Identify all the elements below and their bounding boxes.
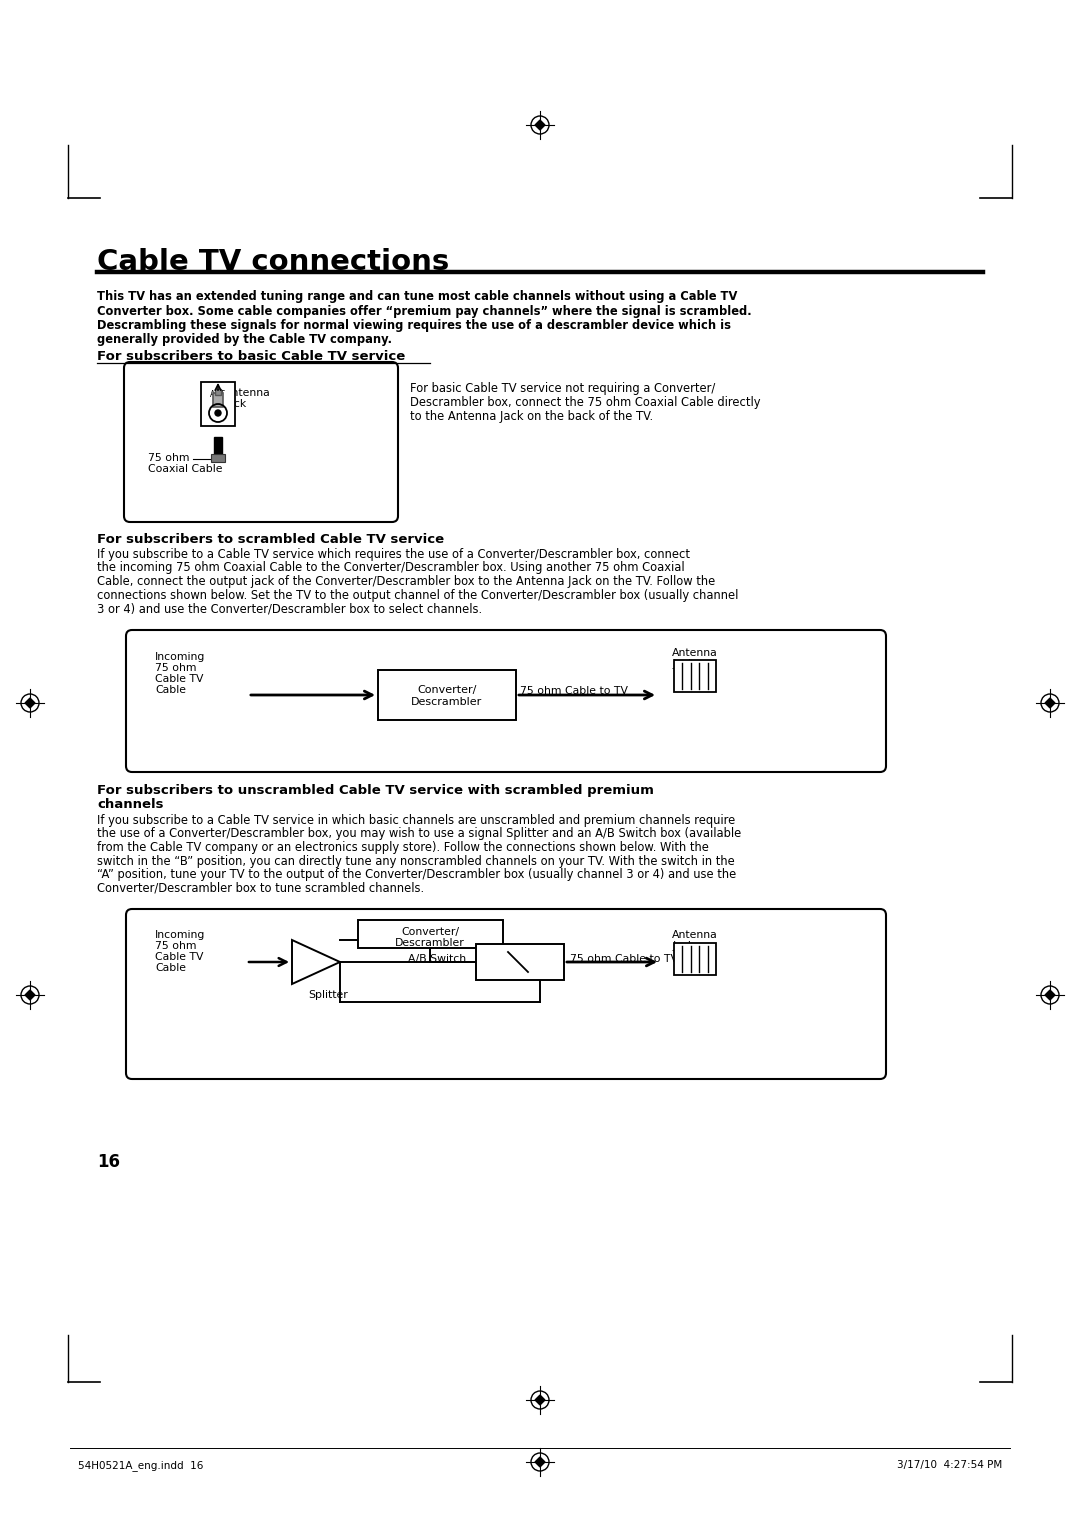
FancyBboxPatch shape (126, 909, 886, 1080)
Bar (674, 944, 716, 976)
Bar (674, 660, 716, 692)
Text: generally provided by the Cable TV company.: generally provided by the Cable TV compa… (97, 333, 392, 347)
Polygon shape (1045, 698, 1055, 709)
Text: 16: 16 (97, 1153, 120, 1171)
Text: the use of a Converter/Descrambler box, you may wish to use a signal Splitter an: the use of a Converter/Descrambler box, … (97, 828, 741, 840)
FancyBboxPatch shape (126, 631, 886, 773)
Text: Incoming: Incoming (156, 652, 205, 663)
Polygon shape (535, 1457, 545, 1467)
Text: 75 ohm: 75 ohm (156, 663, 197, 673)
Text: Incoming: Incoming (156, 930, 205, 941)
Text: 54H0521A_eng.indd  16: 54H0521A_eng.indd 16 (78, 1460, 203, 1471)
Polygon shape (25, 989, 35, 1000)
Text: 3 or 4) and use the Converter/Descrambler box to select channels.: 3 or 4) and use the Converter/Descramble… (97, 602, 482, 615)
Bar (476, 944, 564, 980)
Text: Antenna: Antenna (225, 388, 271, 399)
Text: B: B (536, 954, 544, 967)
Polygon shape (535, 1396, 545, 1405)
Bar (201, 382, 235, 426)
Text: Descrambler box, connect the 75 ohm Coaxial Cable directly: Descrambler box, connect the 75 ohm Coax… (410, 395, 760, 409)
Bar (214, 437, 222, 455)
Text: Cable: Cable (156, 686, 186, 695)
Text: connections shown below. Set the TV to the output channel of the Converter/Descr: connections shown below. Set the TV to t… (97, 588, 739, 602)
Bar (213, 392, 222, 408)
Text: Converter/Descrambler box to tune scrambled channels.: Converter/Descrambler box to tune scramb… (97, 881, 424, 895)
Text: Coaxial Cable: Coaxial Cable (148, 464, 222, 473)
Text: 75 ohm: 75 ohm (156, 941, 197, 951)
Text: For basic Cable TV service not requiring a Converter/: For basic Cable TV service not requiring… (410, 382, 715, 395)
Text: 3/17/10  4:27:54 PM: 3/17/10 4:27:54 PM (896, 1460, 1002, 1471)
Text: Cable TV connections: Cable TV connections (97, 247, 449, 276)
Text: For subscribers to basic Cable TV service: For subscribers to basic Cable TV servic… (97, 350, 405, 363)
Bar (211, 454, 225, 463)
Text: to the Antenna Jack on the back of the TV.: to the Antenna Jack on the back of the T… (410, 411, 653, 423)
Text: This TV has an extended tuning range and can tune most cable channels without us: This TV has an extended tuning range and… (97, 290, 738, 302)
Text: Antenna: Antenna (672, 647, 718, 658)
Text: Descrambling these signals for normal viewing requires the use of a descrambler : Descrambling these signals for normal vi… (97, 319, 731, 331)
Text: If you subscribe to a Cable TV service which requires the use of a Converter/Des: If you subscribe to a Cable TV service w… (97, 548, 690, 560)
Text: Converter/: Converter/ (401, 927, 459, 938)
Text: Converter/: Converter/ (417, 686, 476, 695)
Text: A/B Switch: A/B Switch (408, 954, 467, 964)
Polygon shape (25, 698, 35, 709)
Text: Antenna: Antenna (672, 930, 718, 941)
Text: Cable TV: Cable TV (156, 951, 203, 962)
Polygon shape (1045, 989, 1055, 1000)
Text: Cable TV: Cable TV (156, 673, 203, 684)
Text: If you subscribe to a Cable TV service in which basic channels are unscrambled a: If you subscribe to a Cable TV service i… (97, 814, 735, 828)
Text: A: A (490, 954, 498, 967)
Text: Descrambler: Descrambler (395, 938, 464, 948)
Bar (378, 670, 516, 721)
Text: Jack: Jack (225, 399, 247, 409)
Text: Converter box. Some cable companies offer “premium pay channels” where the signa: Converter box. Some cable companies offe… (97, 304, 752, 318)
Text: Splitter: Splitter (308, 989, 348, 1000)
Text: switch in the “B” position, you can directly tune any nonscrambled channels on y: switch in the “B” position, you can dire… (97, 855, 734, 867)
FancyBboxPatch shape (124, 362, 399, 522)
Text: from the Cable TV company or an electronics supply store). Follow the connection: from the Cable TV company or an electron… (97, 841, 708, 854)
Text: Cable, connect the output jack of the Converter/Descrambler box to the Antenna J: Cable, connect the output jack of the Co… (97, 576, 715, 588)
Text: 75 ohm: 75 ohm (148, 454, 189, 463)
Text: For subscribers to scrambled Cable TV service: For subscribers to scrambled Cable TV se… (97, 533, 444, 547)
Text: 75 ohm Cable to TV: 75 ohm Cable to TV (519, 686, 627, 696)
Text: For subscribers to unscrambled Cable TV service with scrambled premium: For subscribers to unscrambled Cable TV … (97, 783, 653, 797)
Polygon shape (535, 121, 545, 130)
Text: Cable: Cable (156, 964, 186, 973)
Bar (357, 919, 503, 948)
Text: Jack: Jack (672, 941, 694, 951)
Bar (215, 389, 221, 395)
Text: channels: channels (97, 799, 163, 811)
Text: 75 ohm Cable to TV: 75 ohm Cable to TV (570, 954, 678, 964)
Text: Descrambler: Descrambler (411, 696, 483, 707)
Text: the incoming 75 ohm Coaxial Cable to the Converter/Descrambler box. Using anothe: the incoming 75 ohm Coaxial Cable to the… (97, 562, 685, 574)
Circle shape (215, 411, 221, 415)
Text: “A” position, tune your TV to the output of the Converter/Descrambler box (usual: “A” position, tune your TV to the output… (97, 867, 737, 881)
Text: Jack: Jack (672, 660, 694, 669)
Text: ANT: ANT (211, 389, 226, 399)
